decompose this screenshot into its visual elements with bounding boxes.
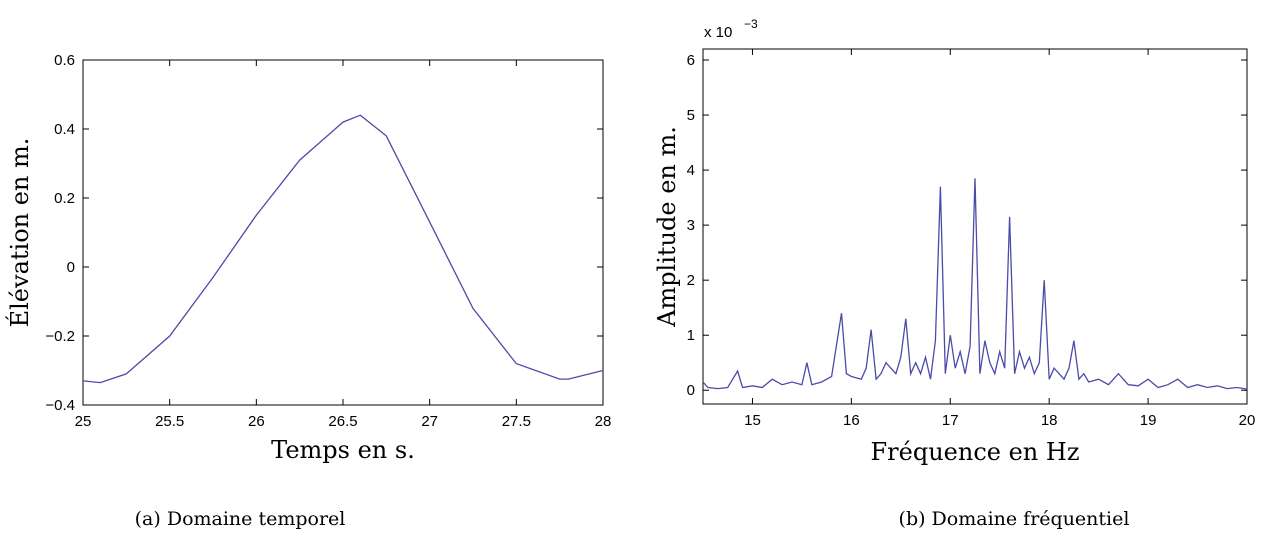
chart-frequency-domain: 15 16 17 18 19 20 0 1 2 3 4 5 6 Fréquence en Hz Amplit… [653,17,1255,530]
x-axis-label: Fréquence en Hz [871,438,1080,466]
figure-caption: (a) Domaine temporel [135,508,346,530]
y-tick-label: 5 [687,107,695,124]
y-tick-label: 0.6 [54,52,75,69]
figure-caption: (b) Domaine fréquentiel [899,508,1130,530]
x-tick-label: 19 [1140,412,1157,429]
x-tick-label: 27 [421,413,438,430]
chart-time-domain: 25 25.5 26 26.5 27 27.5 28 −0.4 −0.2 0 0.2 0.4 0.6 Te… [5,52,611,530]
exponent-power: −3 [744,17,758,31]
x-tick-label: 27.5 [502,413,531,430]
y-tick-label: 2 [687,272,695,289]
y-tick-label: 0.4 [54,121,75,138]
exponent-label: x 10 [704,24,732,41]
y-tick-label: 4 [687,162,695,179]
x-tick-label: 26.5 [328,413,357,430]
x-tick-label: 25 [75,413,92,430]
y-axis-label: Amplitude en m. [653,126,681,328]
x-tick-label: 28 [595,413,612,430]
plot-frame [82,59,604,406]
x-tick-label: 15 [744,412,761,429]
y-tick-label: −0.4 [45,397,75,414]
y-tick-label: 0 [67,259,75,276]
y-tick-label: 3 [687,217,695,234]
x-tick-label: 16 [843,412,860,429]
x-tick-label: 18 [1041,412,1058,429]
y-tick-label: 0 [687,382,695,399]
x-tick-label: 25.5 [155,413,184,430]
y-tick-label: 1 [687,327,695,344]
x-tick-label: 26 [248,413,265,430]
x-tick-label: 20 [1239,412,1256,429]
series-line-0 [702,178,1248,390]
series-line-0 [82,114,604,384]
y-tick-label: 6 [687,52,695,69]
y-axis-label: Élévation en m. [5,138,34,328]
plot-frame [702,48,1248,405]
y-tick-label: −0.2 [45,328,75,345]
x-tick-label: 17 [942,412,959,429]
y-tick-label: 0.2 [54,190,75,207]
x-axis-label: Temps en s. [271,436,415,464]
